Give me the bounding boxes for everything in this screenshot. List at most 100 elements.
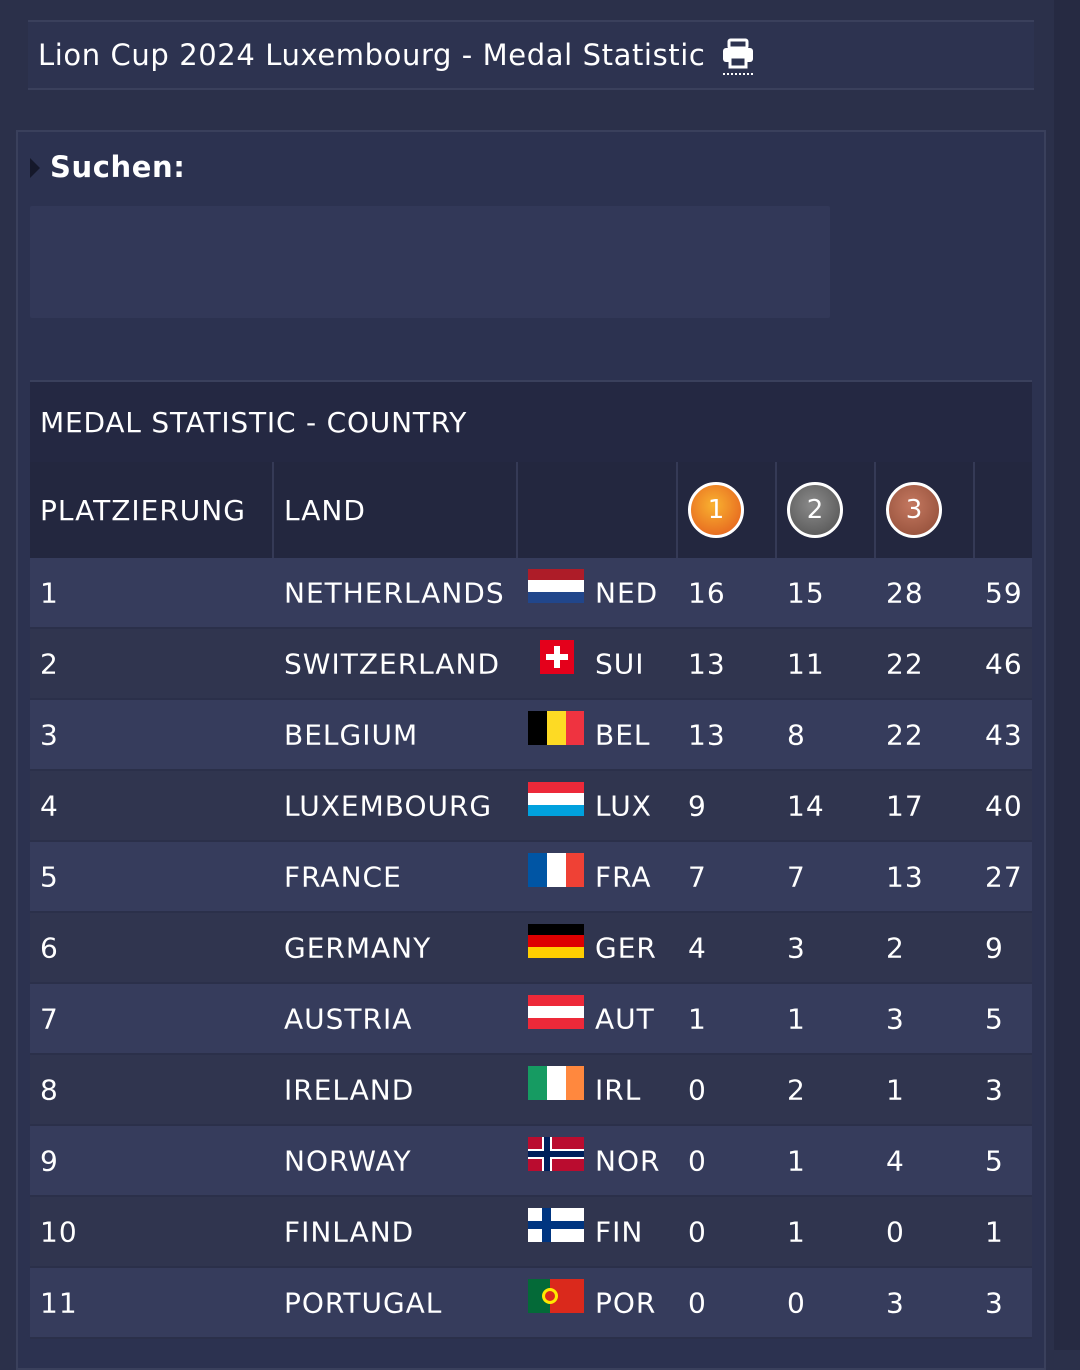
rank-cell: 2 bbox=[40, 647, 59, 680]
ireland-flag-icon bbox=[528, 1066, 584, 1100]
total-count-cell: 3 bbox=[985, 1073, 1004, 1106]
gold-medal-icon: 1 bbox=[688, 482, 744, 538]
country-name-cell: NETHERLANDS bbox=[284, 576, 505, 609]
rank-cell: 10 bbox=[40, 1215, 78, 1248]
portugal-flag-icon bbox=[528, 1279, 584, 1313]
rank-cell: 8 bbox=[40, 1073, 59, 1106]
search-toggle-icon[interactable] bbox=[30, 158, 40, 178]
gold-count-cell: 13 bbox=[688, 718, 726, 751]
rank-cell: 5 bbox=[40, 860, 59, 893]
silver-count-cell: 2 bbox=[787, 1073, 806, 1106]
silver-count-cell: 15 bbox=[787, 576, 825, 609]
country-name-cell: SWITZERLAND bbox=[284, 647, 501, 680]
country-code-cell: NED bbox=[595, 576, 659, 609]
silver-count-cell: 14 bbox=[787, 789, 825, 822]
search-area[interactable] bbox=[30, 206, 830, 318]
bronze-count-cell: 2 bbox=[886, 931, 905, 964]
gold-count-cell: 7 bbox=[688, 860, 707, 893]
country-code-cell: AUT bbox=[595, 1002, 655, 1035]
country-name-cell: LUXEMBOURG bbox=[284, 789, 493, 822]
bronze-medal-icon: 3 bbox=[886, 482, 942, 538]
netherlands-flag-icon bbox=[528, 569, 584, 603]
table-body: 1 NETHERLANDS NED 16 15 28 59 2 SWITZERLAND SUI 13… bbox=[30, 558, 1032, 1339]
column-silver[interactable]: 2 bbox=[777, 462, 876, 558]
rank-cell: 1 bbox=[40, 576, 59, 609]
silver-count-cell: 3 bbox=[787, 931, 806, 964]
country-name-cell: FINLAND bbox=[284, 1215, 415, 1248]
print-icon[interactable] bbox=[721, 37, 755, 77]
table-row[interactable]: 6 GERMANY GER 4 3 2 9 bbox=[30, 913, 1032, 984]
gold-count-cell: 0 bbox=[688, 1144, 707, 1177]
bronze-count-cell: 1 bbox=[886, 1073, 905, 1106]
silver-count-cell: 8 bbox=[787, 718, 806, 751]
gold-count-cell: 0 bbox=[688, 1215, 707, 1248]
country-code-cell: IRL bbox=[595, 1073, 642, 1106]
silver-medal-icon: 2 bbox=[787, 482, 843, 538]
table-row[interactable]: 11 PORTUGAL POR 0 0 3 3 bbox=[30, 1268, 1032, 1339]
column-rank-label: PLATZIERUNG bbox=[40, 493, 246, 527]
gold-count-cell: 0 bbox=[688, 1286, 707, 1319]
column-code bbox=[518, 462, 678, 558]
total-count-cell: 9 bbox=[985, 931, 1004, 964]
belgium-flag-icon bbox=[528, 711, 584, 745]
table-row[interactable]: 3 BELGIUM BEL 13 8 22 43 bbox=[30, 700, 1032, 771]
table-row[interactable]: 9 NORWAY NOR 0 1 4 5 bbox=[30, 1126, 1032, 1197]
country-code-cell: BEL bbox=[595, 718, 651, 751]
rank-cell: 9 bbox=[40, 1144, 59, 1177]
gold-count-cell: 0 bbox=[688, 1073, 707, 1106]
table-row[interactable]: 10 FINLAND FIN 0 1 0 1 bbox=[30, 1197, 1032, 1268]
rank-cell: 11 bbox=[40, 1286, 78, 1319]
column-total[interactable] bbox=[975, 462, 1032, 558]
gold-count-cell: 4 bbox=[688, 931, 707, 964]
country-name-cell: FRANCE bbox=[284, 860, 402, 893]
silver-count-cell: 11 bbox=[787, 647, 825, 680]
bronze-count-cell: 17 bbox=[886, 789, 924, 822]
total-count-cell: 27 bbox=[985, 860, 1023, 893]
table-heading-text: MEDAL STATISTIC - COUNTRY bbox=[40, 405, 468, 439]
column-country[interactable]: LAND bbox=[274, 462, 518, 558]
table-row[interactable]: 5 FRANCE FRA 7 7 13 27 bbox=[30, 842, 1032, 913]
table-row[interactable]: 1 NETHERLANDS NED 16 15 28 59 bbox=[30, 558, 1032, 629]
country-name-cell: GERMANY bbox=[284, 931, 432, 964]
gold-count-cell: 9 bbox=[688, 789, 707, 822]
bronze-count-cell: 3 bbox=[886, 1286, 905, 1319]
gold-count-cell: 16 bbox=[688, 576, 726, 609]
rank-cell: 7 bbox=[40, 1002, 59, 1035]
country-name-cell: AUSTRIA bbox=[284, 1002, 413, 1035]
search-label[interactable]: Suchen: bbox=[50, 150, 186, 184]
france-flag-icon bbox=[528, 853, 584, 887]
bronze-count-cell: 28 bbox=[886, 576, 924, 609]
total-count-cell: 1 bbox=[985, 1215, 1004, 1248]
rank-cell: 4 bbox=[40, 789, 59, 822]
silver-count-cell: 0 bbox=[787, 1286, 806, 1319]
rank-cell: 6 bbox=[40, 931, 59, 964]
bronze-count-cell: 4 bbox=[886, 1144, 905, 1177]
column-gold[interactable]: 1 bbox=[678, 462, 777, 558]
right-edge-strip bbox=[1054, 0, 1080, 1350]
country-code-cell: NOR bbox=[595, 1144, 661, 1177]
total-count-cell: 46 bbox=[985, 647, 1023, 680]
country-name-cell: IRELAND bbox=[284, 1073, 415, 1106]
table-row[interactable]: 2 SWITZERLAND SUI 13 11 22 46 bbox=[30, 629, 1032, 700]
column-country-label: LAND bbox=[284, 493, 366, 527]
country-name-cell: PORTUGAL bbox=[284, 1286, 443, 1319]
bronze-count-cell: 3 bbox=[886, 1002, 905, 1035]
germany-flag-icon bbox=[528, 924, 584, 958]
table-row[interactable]: 7 AUSTRIA AUT 1 1 3 5 bbox=[30, 984, 1032, 1055]
title-bar: Lion Cup 2024 Luxembourg - Medal Statist… bbox=[28, 20, 1034, 90]
finland-flag-icon bbox=[528, 1208, 584, 1242]
austria-flag-icon bbox=[528, 995, 584, 1029]
gold-count-cell: 13 bbox=[688, 647, 726, 680]
total-count-cell: 5 bbox=[985, 1002, 1004, 1035]
column-bronze[interactable]: 3 bbox=[876, 462, 975, 558]
country-code-cell: LUX bbox=[595, 789, 652, 822]
country-name-cell: NORWAY bbox=[284, 1144, 412, 1177]
bronze-count-cell: 22 bbox=[886, 718, 924, 751]
table-row[interactable]: 8 IRELAND IRL 0 2 1 3 bbox=[30, 1055, 1032, 1126]
column-rank[interactable]: PLATZIERUNG bbox=[30, 462, 274, 558]
total-count-cell: 40 bbox=[985, 789, 1023, 822]
gold-count-cell: 1 bbox=[688, 1002, 707, 1035]
table-row[interactable]: 4 LUXEMBOURG LUX 9 14 17 40 bbox=[30, 771, 1032, 842]
silver-count-cell: 7 bbox=[787, 860, 806, 893]
bronze-count-cell: 22 bbox=[886, 647, 924, 680]
